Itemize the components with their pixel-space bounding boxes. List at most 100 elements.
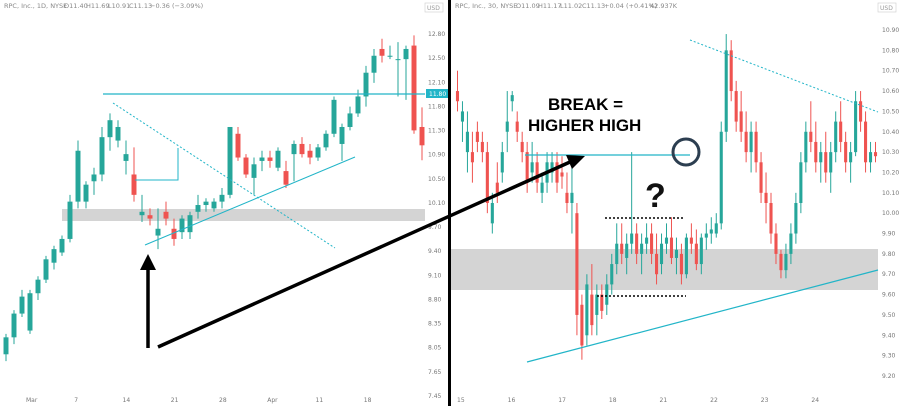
right-header-high: H11.17 bbox=[538, 2, 562, 10]
right-candle bbox=[600, 294, 604, 311]
right-candle bbox=[525, 152, 529, 183]
left-candle bbox=[235, 133, 241, 158]
y-tick-label: 10.20 bbox=[882, 169, 899, 176]
x-tick-label: 15 bbox=[457, 397, 465, 404]
right-candle bbox=[630, 233, 634, 244]
right-candle bbox=[709, 229, 713, 234]
diagonal-arrow bbox=[157, 155, 585, 349]
right-candle bbox=[868, 152, 873, 163]
y-tick-label: 8.05 bbox=[428, 345, 442, 352]
left-y-axis: 12.80 12.50 12.10 11.80 11.30 10.90 10.50 10.10… bbox=[428, 31, 445, 400]
left-header-high: H11.69 bbox=[86, 2, 110, 10]
left-candle bbox=[387, 55, 393, 57]
right-candle bbox=[460, 111, 465, 122]
left-candle bbox=[219, 194, 225, 202]
y-tick-label: 11.80 bbox=[428, 103, 445, 110]
y-tick-label: 10.70 bbox=[882, 68, 899, 75]
right-header-close: C11.13 bbox=[582, 2, 605, 10]
right-candle bbox=[724, 50, 728, 132]
right-candle bbox=[555, 162, 559, 183]
y-tick-label: 10.00 bbox=[882, 210, 899, 217]
right-candle bbox=[819, 152, 823, 163]
y-tick-label: 9.70 bbox=[428, 224, 442, 231]
right-candle bbox=[873, 152, 878, 157]
right-candle bbox=[615, 243, 619, 265]
right-candle bbox=[784, 253, 788, 271]
right-y-axis: 10.90 10.80 10.70 10.60 10.50 10.40 10.30 10.20… bbox=[882, 27, 899, 380]
left-candle bbox=[99, 137, 105, 175]
left-x-axis: Mar 7 14 21 28 Apr 11 18 bbox=[26, 397, 372, 404]
left-candle bbox=[3, 337, 9, 355]
left-header-open: O11.40 bbox=[64, 2, 88, 10]
right-candle bbox=[764, 192, 768, 203]
right-candle bbox=[650, 233, 654, 254]
right-candle bbox=[575, 213, 579, 315]
right-candle bbox=[774, 233, 778, 254]
right-currency: USD bbox=[880, 5, 893, 12]
right-candle bbox=[669, 237, 674, 258]
right-candle bbox=[510, 95, 514, 102]
right-candle bbox=[854, 101, 858, 153]
left-candle bbox=[163, 211, 169, 219]
left-candle bbox=[123, 154, 129, 161]
right-candle bbox=[645, 237, 649, 244]
right-candle bbox=[734, 91, 738, 122]
up-arrow bbox=[140, 254, 156, 348]
left-candle bbox=[283, 171, 289, 185]
right-candle bbox=[565, 192, 569, 203]
x-tick-label: 16 bbox=[508, 397, 516, 404]
y-tick-label: 10.40 bbox=[882, 129, 899, 136]
right-candle bbox=[849, 152, 853, 163]
y-tick-label: 12.80 bbox=[428, 31, 445, 38]
right-candle bbox=[485, 152, 489, 203]
right-candle bbox=[729, 50, 733, 92]
right-candle bbox=[455, 91, 460, 102]
left-candle bbox=[171, 228, 177, 239]
x-tick-label: 23 bbox=[761, 397, 769, 404]
left-candle bbox=[59, 238, 65, 253]
left-header-close: C11.13 bbox=[129, 2, 152, 10]
right-header-change: +0.04 (+0.41%) bbox=[604, 2, 657, 10]
y-tick-label: 9.90 bbox=[882, 231, 896, 238]
left-candle bbox=[227, 126, 233, 195]
left-candles bbox=[3, 35, 425, 362]
right-candle bbox=[809, 131, 813, 142]
x-tick-label: 21 bbox=[660, 397, 668, 404]
y-tick-label: 9.70 bbox=[882, 271, 896, 278]
right-candle bbox=[824, 152, 828, 173]
left-candle bbox=[211, 201, 217, 209]
right-candle bbox=[620, 243, 624, 254]
left-panel: RPC, Inc., 1D, NYSE O11.40 H11.69 L10.91… bbox=[0, 0, 449, 406]
left-candle bbox=[51, 249, 57, 263]
left-candle bbox=[355, 96, 361, 114]
diagonal-arrow-head bbox=[566, 155, 585, 169]
y-tick-label: 9.50 bbox=[882, 312, 896, 319]
right-candle bbox=[859, 101, 863, 122]
right-header-symbol: RPC, Inc., 30, NYSE bbox=[455, 2, 517, 10]
right-candle bbox=[719, 131, 723, 224]
right-candle bbox=[794, 203, 798, 234]
left-candle bbox=[243, 157, 249, 175]
left-candle bbox=[371, 55, 377, 73]
right-candle bbox=[580, 304, 584, 346]
right-candle bbox=[480, 141, 484, 153]
left-price-badge-text: 11.80 bbox=[429, 91, 446, 98]
right-candle bbox=[515, 121, 519, 132]
right-dotted-trendline bbox=[689, 39, 879, 113]
right-header-open: O11.09 bbox=[516, 2, 540, 10]
y-tick-label: 9.40 bbox=[428, 248, 442, 255]
y-tick-label: 7.65 bbox=[428, 369, 442, 376]
right-candle bbox=[560, 172, 564, 177]
left-candle bbox=[131, 174, 137, 195]
y-tick-label: 8.80 bbox=[428, 296, 442, 303]
left-currency-box bbox=[424, 2, 444, 13]
left-candle bbox=[75, 150, 81, 202]
left-candle bbox=[139, 211, 145, 216]
left-candle bbox=[299, 143, 305, 155]
right-candle bbox=[679, 253, 683, 275]
right-candle bbox=[659, 243, 664, 265]
right-candle bbox=[834, 121, 838, 153]
x-tick-label: Apr bbox=[267, 397, 278, 404]
left-flag-box bbox=[135, 148, 179, 181]
